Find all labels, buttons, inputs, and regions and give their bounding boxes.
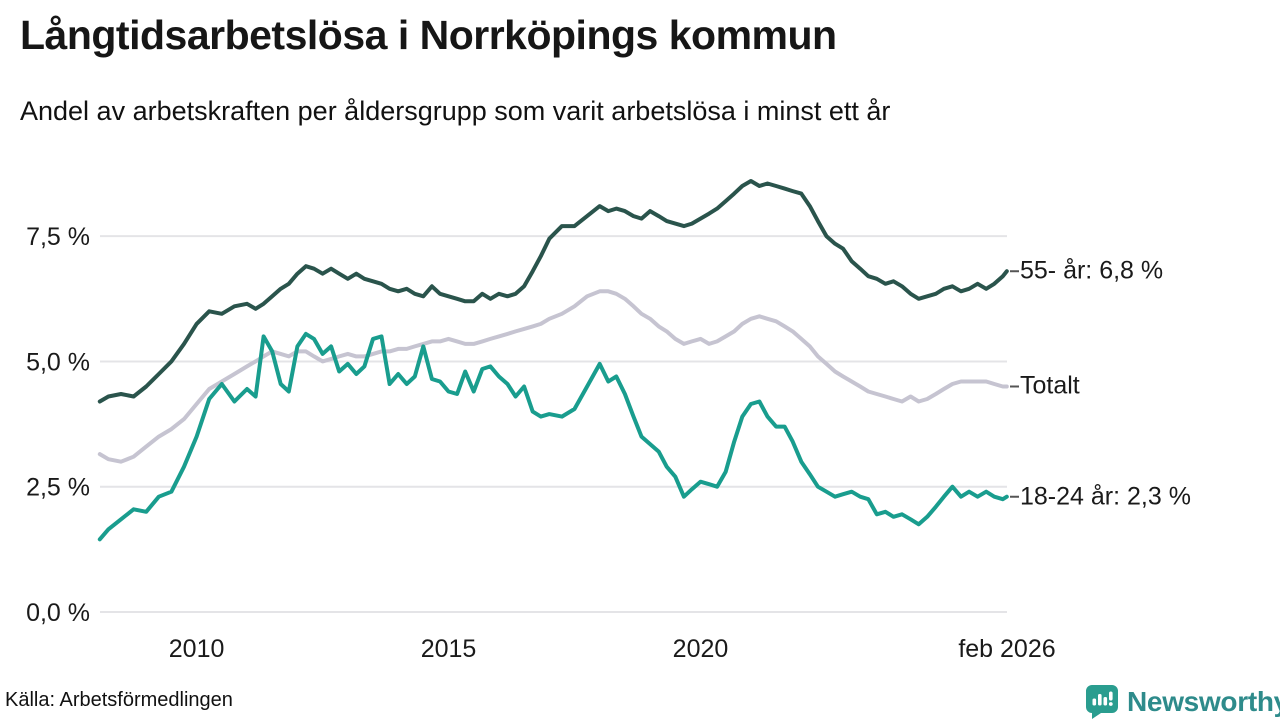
newsworthy-logo[interactable]: Newsworthy (1085, 684, 1280, 719)
y-tick-label: 5,0 % (26, 348, 90, 376)
chart-subtitle: Andel av arbetskraften per åldersgrupp s… (20, 96, 891, 126)
x-tick-label: feb 2026 (958, 635, 1055, 663)
y-tick-label: 7,5 % (26, 223, 90, 251)
y-tick-label: 0,0 % (26, 599, 90, 627)
newsworthy-logo-text: Newsworthy (1127, 685, 1280, 717)
series-line-55-ar (97, 179, 1009, 404)
series-end-label-totalt: Totalt (1020, 371, 1080, 400)
series-line-totalt (97, 289, 1009, 464)
series-end-label-55-ar: 55- år: 6,8 % (1020, 256, 1164, 285)
page-title: Långtidsarbetslösa i Norrköpings kommun (20, 12, 837, 58)
series-end-label-18-24-ar: 18-24 år: 2,3 % (1020, 482, 1191, 511)
x-tick-label: 2020 (673, 635, 729, 663)
newsworthy-speech-bubble-chart-icon (1085, 684, 1119, 719)
source-note: Källa: Arbetsförmedlingen (5, 689, 233, 711)
x-tick-label: 2015 (421, 635, 477, 663)
y-tick-label: 2,5 % (26, 474, 90, 502)
x-tick-label: 2010 (169, 635, 225, 663)
series-line-18-24-ar (97, 331, 1009, 542)
